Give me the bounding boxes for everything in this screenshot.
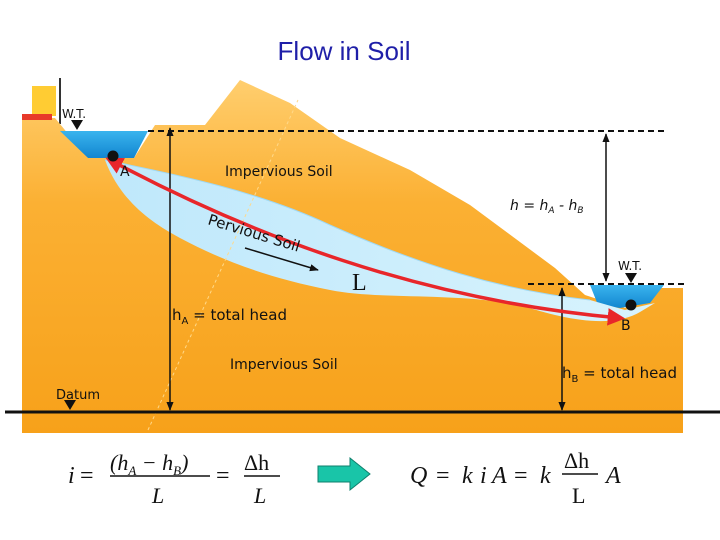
hb-total-head-label: hB = total head: [562, 364, 677, 385]
page-title: Flow in Soil: [278, 36, 411, 66]
svg-text:i: i: [68, 463, 75, 489]
right-water-table-triangle-icon: [625, 273, 637, 283]
svg-text:A: A: [604, 463, 621, 489]
darcy-law-equation: Q = k i A = k Δh L A: [410, 448, 621, 508]
ha-total-head-label: hA = total head: [172, 306, 287, 327]
datum-triangle-icon: [64, 400, 76, 410]
head-difference-label: h = hA - hB: [510, 198, 584, 216]
svg-text:k: k: [540, 463, 551, 489]
svg-text:i: i: [480, 463, 487, 489]
left-water-table-triangle-icon: [71, 120, 83, 130]
point-b-label: B: [621, 318, 631, 334]
svg-text:L: L: [151, 483, 164, 508]
left-reservoir-water: [60, 131, 148, 158]
svg-text:=: =: [514, 463, 528, 489]
svg-text:L: L: [253, 483, 266, 508]
point-b-dot: [625, 299, 637, 311]
datum-label: Datum: [56, 388, 100, 403]
wt-right-label: W.T.: [618, 259, 642, 273]
impervious-soil-bottom-label: Impervious Soil: [230, 357, 338, 373]
svg-text:L: L: [572, 483, 585, 508]
svg-text:Δh: Δh: [564, 448, 589, 473]
implies-arrow-icon: [317, 456, 371, 492]
svg-text:k: k: [462, 463, 473, 489]
wt-marker-tab: [32, 86, 56, 116]
flow-path-arrow: [105, 157, 626, 326]
svg-text:=: =: [436, 463, 450, 489]
point-a-dot: [107, 150, 119, 162]
svg-text:Δh: Δh: [244, 450, 269, 475]
gradient-numerator: (hA − hB): [110, 450, 188, 478]
point-a-label: A: [120, 164, 130, 180]
hydraulic-gradient-equation: i = (hA − hB) L = Δh L: [68, 450, 280, 508]
left-surface-marker: [22, 114, 52, 120]
svg-text:=: =: [80, 463, 94, 489]
svg-text:=: =: [216, 463, 230, 489]
length-label: L: [352, 270, 367, 296]
wt-left-label: W.T.: [62, 107, 86, 121]
svg-text:A: A: [490, 463, 507, 489]
impervious-soil-top-label: Impervious Soil: [225, 164, 333, 180]
svg-text:Q: Q: [410, 463, 427, 489]
flow-direction-arrow: [244, 247, 319, 272]
